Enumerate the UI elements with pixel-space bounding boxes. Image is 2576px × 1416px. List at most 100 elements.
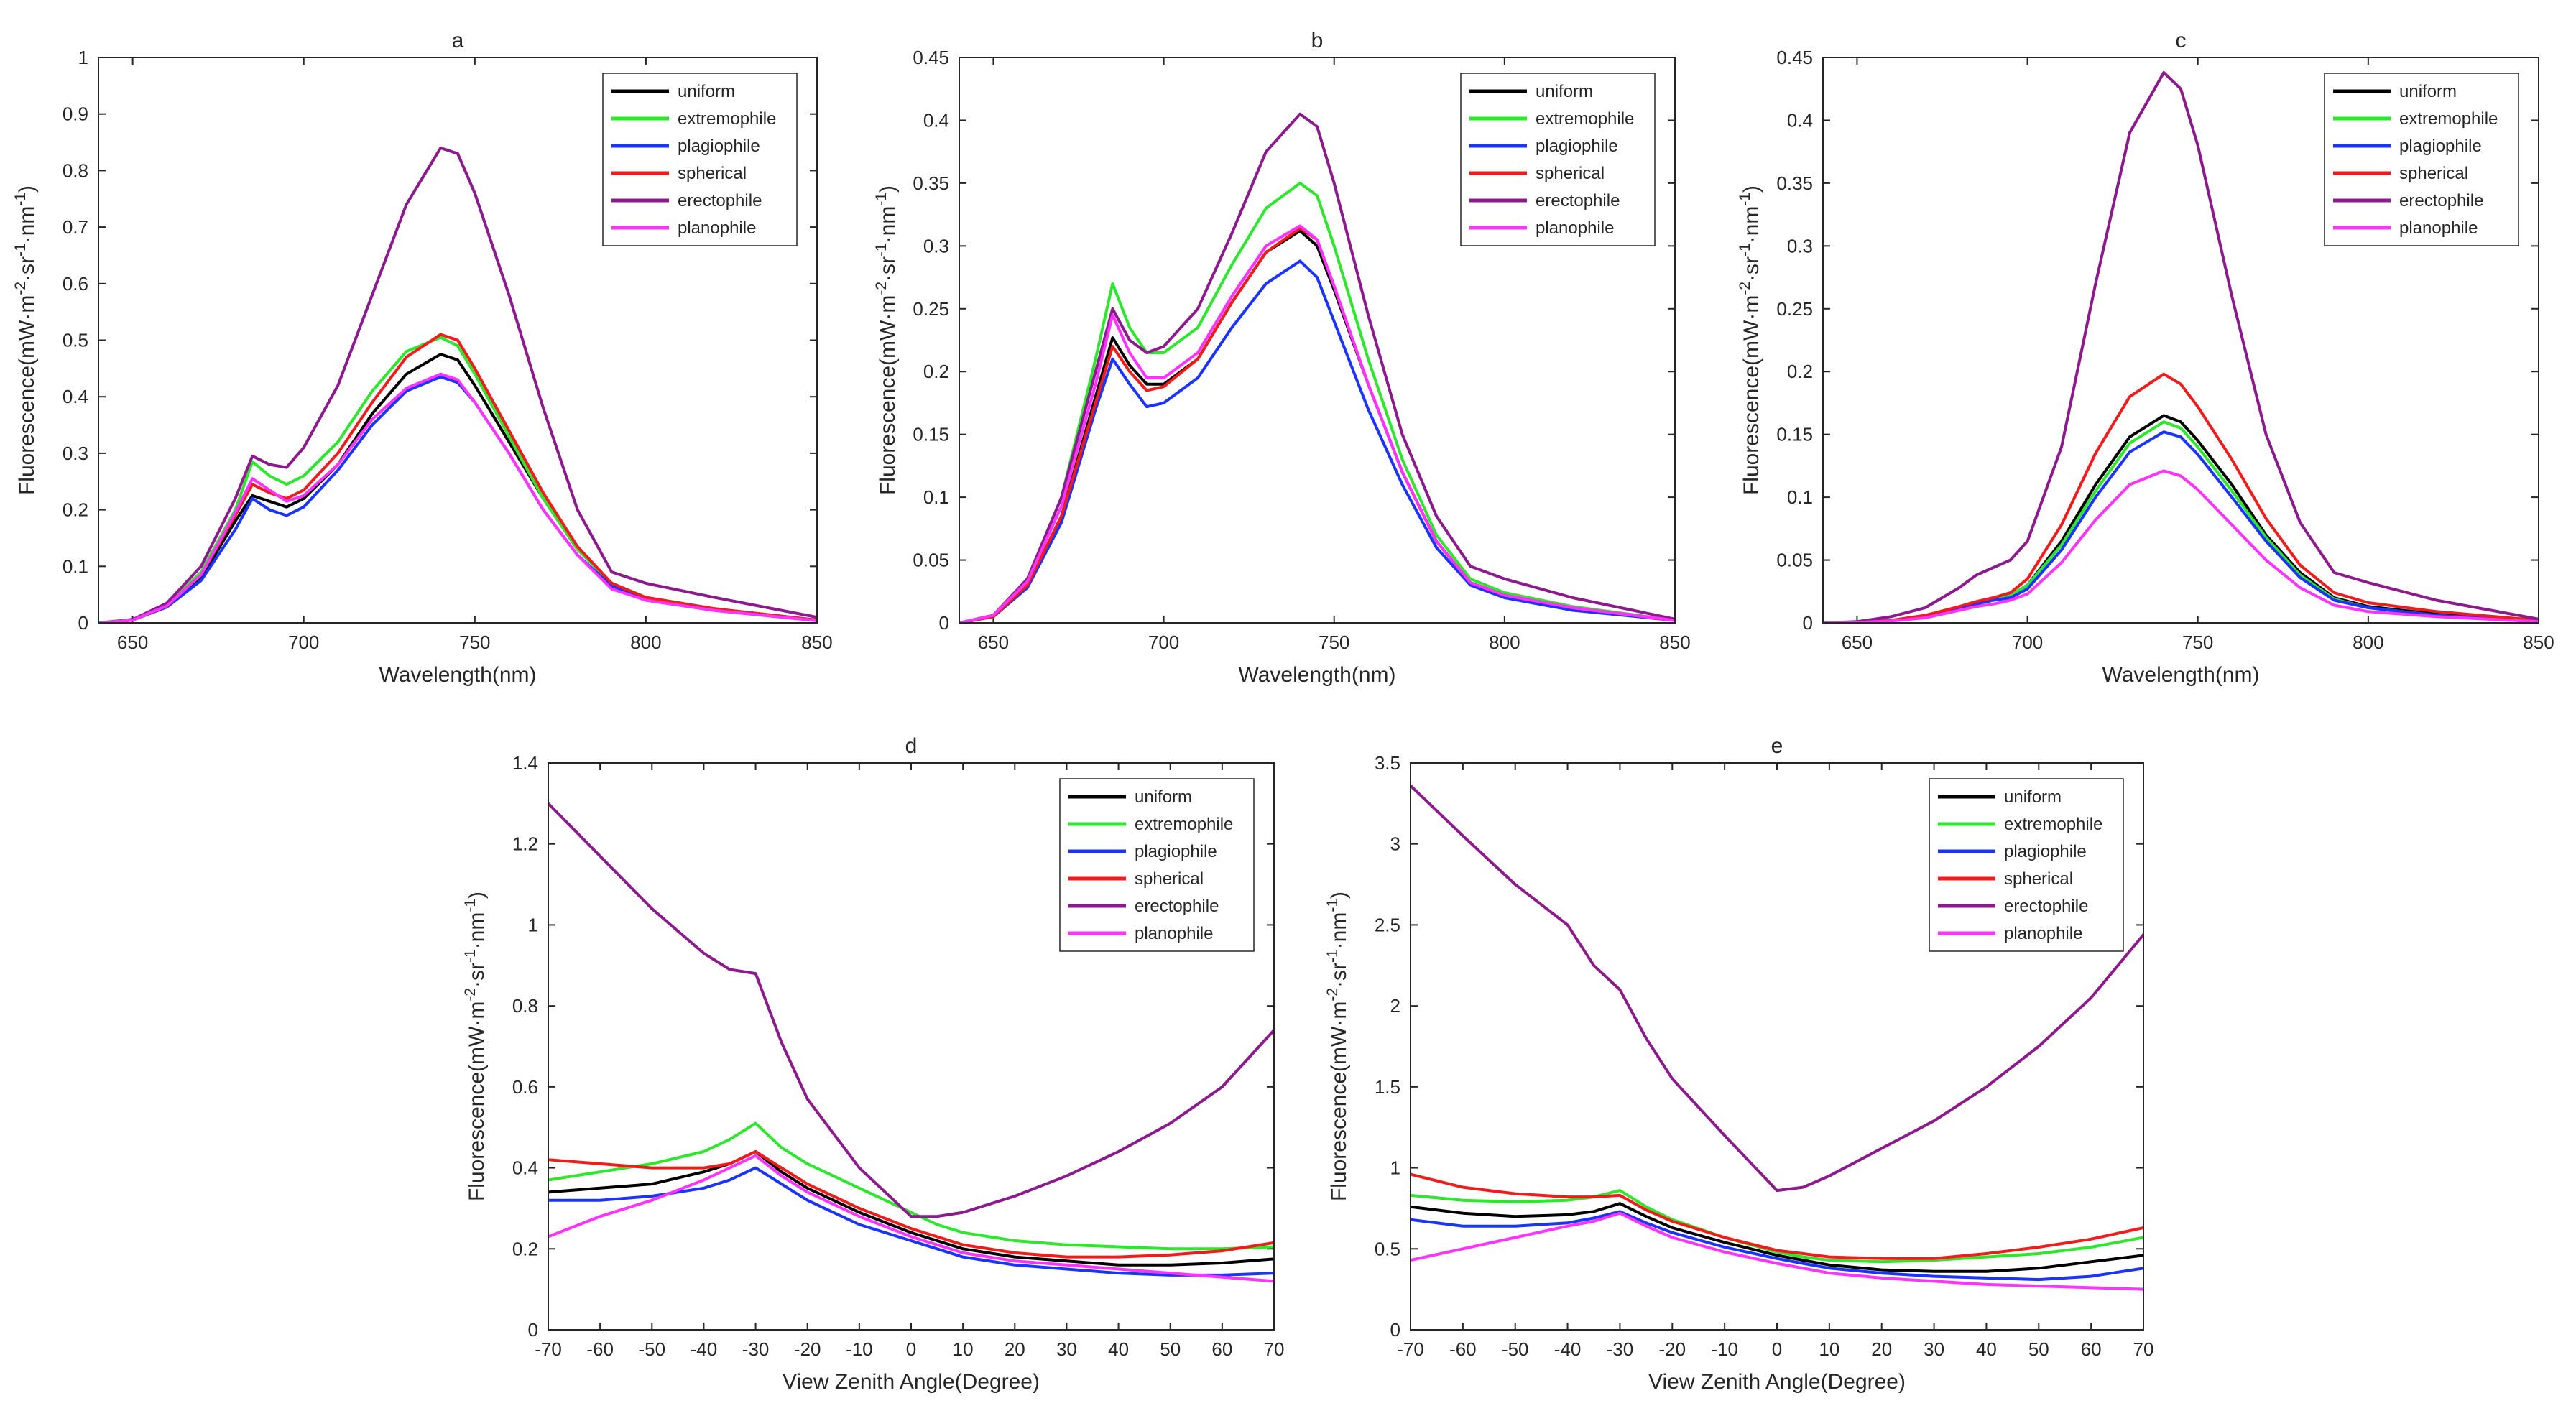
x-tick-label: -40 — [691, 1338, 718, 1360]
y-tick-label: 0.1 — [1787, 486, 1813, 508]
legend-label-extremophile: extremophile — [1536, 109, 1634, 129]
x-tick-label: 800 — [2353, 631, 2383, 653]
y-tick-label: 0.6 — [512, 1076, 538, 1098]
y-tick-label: 0.25 — [913, 298, 949, 320]
y-axis-label-part: ·nm — [465, 912, 489, 950]
legend-label-planophile: planophile — [678, 218, 756, 238]
legend-label-erectophile: erectophile — [1135, 897, 1219, 916]
series-line-uniform — [1411, 1202, 2143, 1273]
legend: uniform extremophile plagiophile spherical e… — [602, 73, 798, 246]
y-tick-label: 3 — [1390, 833, 1400, 855]
y-tick-label: 0.8 — [512, 995, 538, 1017]
y-axis-label-part: ·sr — [876, 256, 900, 282]
x-tick-label: 20 — [1005, 1338, 1025, 1360]
y-axis-label-superscript: -1 — [873, 243, 890, 256]
legend: uniform extremophile plagiophile spherical e… — [2324, 73, 2519, 246]
y-axis-label-part: Fluorescence(mW·m — [1740, 295, 1763, 495]
x-tick-label: 750 — [2182, 631, 2213, 653]
y-tick-label: 0.35 — [1776, 172, 1813, 194]
y-tick-label: 0.05 — [913, 550, 949, 571]
x-tick-label: 0 — [1772, 1338, 1782, 1360]
legend-box — [602, 73, 798, 246]
y-axis-label-superscript: -1 — [873, 193, 890, 206]
x-tick-label: 850 — [2523, 631, 2554, 653]
x-tick-label: -70 — [1397, 1338, 1424, 1360]
legend-label-extremophile: extremophile — [2004, 815, 2102, 834]
x-axis-label: View Zenith Angle(Degree) — [783, 1370, 1040, 1394]
legend-box — [2324, 73, 2519, 246]
series-line-plagiophile — [548, 1166, 1274, 1277]
chart-panel-d: -70 -60 -50 -40 -30 -20 -10 0 10 20 30 40 50 60 70 0 0.2… — [462, 734, 1284, 1394]
legend-label-uniform: uniform — [678, 82, 735, 101]
y-tick-label: 0.2 — [63, 499, 88, 521]
legend-label-uniform: uniform — [1135, 787, 1192, 807]
x-tick-label: 50 — [1160, 1338, 1181, 1360]
y-tick-label: 0.3 — [63, 443, 88, 464]
x-tick-label: 850 — [1659, 631, 1690, 653]
legend-label-erectophile: erectophile — [2399, 191, 2483, 210]
legend-label-spherical: spherical — [2004, 869, 2073, 889]
y-axis-label-part: ·sr — [1740, 256, 1763, 282]
chart-title: a — [452, 29, 464, 52]
y-tick-label: 2 — [1390, 995, 1400, 1017]
y-axis-label: Fluorescence(mW·m-2·sr-1·nm-1) — [873, 185, 900, 495]
chart-title: e — [1771, 734, 1783, 758]
x-tick-label: -60 — [1449, 1338, 1477, 1360]
y-tick-label: 0.2 — [923, 361, 949, 382]
y-tick-label: 0 — [1390, 1319, 1400, 1341]
x-tick-label: 800 — [630, 631, 661, 653]
legend-box — [1059, 778, 1255, 952]
legend-label-uniform: uniform — [2399, 82, 2457, 101]
legend-label-extremophile: extremophile — [1135, 815, 1233, 834]
y-axis-label-superscript: -2 — [1737, 282, 1753, 295]
y-tick-label: 0.4 — [1787, 109, 1813, 131]
y-axis-label-superscript: -2 — [12, 282, 29, 295]
y-axis-label-superscript: -1 — [1737, 243, 1753, 256]
x-tick-label: 850 — [801, 631, 832, 653]
y-axis-label-superscript: -1 — [1324, 899, 1341, 912]
series-line-spherical — [1411, 1172, 2143, 1260]
y-tick-label: 0.15 — [913, 424, 949, 445]
x-tick-label: -10 — [846, 1338, 873, 1360]
x-tick-label: 50 — [2028, 1338, 2049, 1360]
y-tick-label: 0.7 — [63, 216, 88, 238]
y-tick-label: 3.5 — [1375, 752, 1400, 774]
series-line-spherical — [1823, 372, 2539, 623]
y-tick-label: 0.1 — [63, 555, 88, 577]
x-tick-label: 30 — [1056, 1338, 1077, 1360]
x-tick-label: 0 — [906, 1338, 916, 1360]
chart-panel-e: -70 -60 -50 -40 -30 -20 -10 0 10 20 30 40 50 60 70 0 0.5… — [1324, 734, 2153, 1394]
x-tick-label: 20 — [1871, 1338, 1892, 1360]
legend: uniform extremophile plagiophile spherical e… — [1460, 73, 1656, 246]
y-axis-label-part: ) — [1740, 185, 1763, 193]
x-axis-label: Wavelength(nm) — [379, 663, 537, 687]
series-line-plagiophile — [1411, 1210, 2143, 1282]
legend-label-plagiophile: plagiophile — [1135, 842, 1217, 861]
legend-label-spherical: spherical — [1536, 164, 1605, 183]
x-tick-label: 700 — [1148, 631, 1179, 653]
y-tick-label: 0.1 — [923, 486, 949, 508]
y-tick-label: 0.8 — [63, 159, 88, 181]
x-axis-label: Wavelength(nm) — [2102, 663, 2260, 687]
legend-label-planophile: planophile — [1135, 924, 1213, 943]
series-line-planophile — [1411, 1211, 2143, 1291]
legend-label-spherical: spherical — [1135, 869, 1204, 889]
legend-label-spherical: spherical — [678, 164, 747, 183]
y-axis-label-part: ·nm — [1740, 206, 1763, 244]
series-line-erectophile — [98, 146, 817, 623]
y-tick-label: 0 — [528, 1319, 538, 1341]
y-tick-label: 1.4 — [512, 752, 538, 774]
series-group — [1823, 71, 2539, 623]
y-axis-label-part: ) — [876, 185, 900, 193]
legend-label-erectophile: erectophile — [2004, 897, 2088, 916]
axes-frame — [548, 762, 1275, 1331]
y-axis-label: Fluorescence(mW·m-2·sr-1·nm-1) — [1324, 892, 1351, 1201]
chart-panel-b: 650 700 750 800 850 0 0.05 0.1 0.15 0.2 0.25 0.3 0.3… — [873, 29, 1691, 687]
x-tick-label: -70 — [535, 1338, 562, 1360]
y-tick-label: 0.45 — [913, 47, 949, 68]
y-axis-label-part: ) — [465, 892, 489, 899]
x-tick-label: 10 — [1819, 1338, 1839, 1360]
legend-label-uniform: uniform — [1536, 82, 1593, 101]
y-tick-label: 0.45 — [1776, 47, 1813, 68]
